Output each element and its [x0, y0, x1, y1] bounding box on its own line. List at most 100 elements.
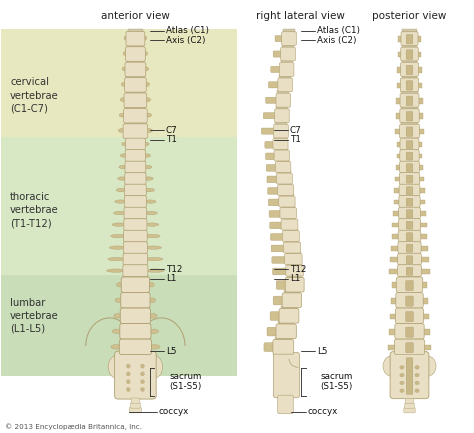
Bar [401, 171, 418, 173]
Bar [279, 183, 292, 185]
Bar [128, 44, 144, 47]
FancyBboxPatch shape [406, 198, 413, 206]
Ellipse shape [144, 142, 149, 145]
Bar [126, 229, 146, 231]
FancyBboxPatch shape [268, 199, 281, 206]
Bar [277, 160, 290, 162]
Ellipse shape [115, 200, 126, 203]
Ellipse shape [400, 373, 404, 377]
Bar [125, 121, 146, 124]
Bar [274, 137, 287, 139]
FancyBboxPatch shape [124, 230, 147, 242]
Bar [397, 337, 422, 340]
FancyBboxPatch shape [261, 128, 276, 134]
FancyBboxPatch shape [401, 47, 418, 61]
FancyBboxPatch shape [398, 242, 421, 253]
Bar [418, 113, 423, 119]
FancyBboxPatch shape [398, 219, 420, 230]
Bar [281, 60, 292, 62]
FancyBboxPatch shape [125, 161, 146, 173]
Ellipse shape [121, 82, 127, 86]
Bar [401, 160, 418, 162]
Bar [395, 129, 401, 134]
Bar [417, 142, 422, 147]
FancyBboxPatch shape [406, 312, 413, 322]
Ellipse shape [144, 154, 150, 157]
FancyBboxPatch shape [406, 127, 413, 136]
Bar [401, 106, 418, 109]
Bar [127, 171, 144, 173]
Ellipse shape [115, 298, 123, 303]
Bar [417, 52, 421, 57]
FancyBboxPatch shape [406, 244, 413, 252]
Bar [397, 321, 422, 324]
Ellipse shape [113, 211, 126, 215]
Bar [126, 206, 145, 208]
Ellipse shape [116, 188, 127, 192]
FancyBboxPatch shape [280, 208, 296, 219]
Text: coccyx: coccyx [308, 407, 337, 416]
Ellipse shape [141, 380, 145, 384]
Bar [0, 137, 237, 275]
Bar [127, 183, 145, 185]
FancyBboxPatch shape [271, 233, 285, 240]
Bar [419, 211, 426, 216]
Ellipse shape [419, 356, 436, 376]
FancyBboxPatch shape [406, 34, 413, 44]
FancyBboxPatch shape [271, 66, 282, 72]
Bar [400, 229, 419, 231]
Ellipse shape [145, 82, 150, 86]
Bar [278, 171, 291, 173]
Bar [390, 269, 399, 274]
FancyBboxPatch shape [406, 175, 413, 183]
Bar [393, 211, 401, 216]
Bar [419, 223, 427, 227]
Bar [419, 269, 429, 274]
Bar [417, 67, 422, 73]
FancyBboxPatch shape [286, 265, 303, 276]
Bar [397, 83, 401, 88]
Bar [127, 148, 144, 150]
Bar [283, 217, 296, 219]
Ellipse shape [144, 52, 148, 55]
Bar [401, 183, 418, 185]
Ellipse shape [146, 258, 163, 261]
Bar [399, 275, 420, 278]
Bar [399, 263, 419, 265]
Bar [418, 129, 424, 134]
FancyBboxPatch shape [274, 109, 289, 123]
FancyBboxPatch shape [266, 165, 278, 171]
Bar [277, 90, 289, 93]
Text: T12: T12 [290, 265, 306, 274]
FancyBboxPatch shape [265, 153, 276, 160]
FancyBboxPatch shape [123, 265, 148, 277]
Text: cervical
vertebrae
(C1-C7): cervical vertebrae (C1-C7) [10, 78, 59, 114]
Ellipse shape [145, 188, 155, 192]
FancyBboxPatch shape [400, 109, 419, 123]
FancyBboxPatch shape [406, 111, 413, 121]
FancyBboxPatch shape [124, 219, 147, 230]
Ellipse shape [108, 258, 125, 261]
Text: L5: L5 [165, 347, 176, 355]
FancyBboxPatch shape [406, 141, 413, 149]
FancyBboxPatch shape [275, 162, 291, 172]
FancyBboxPatch shape [265, 97, 278, 103]
Ellipse shape [144, 177, 153, 180]
FancyBboxPatch shape [276, 94, 291, 107]
FancyBboxPatch shape [399, 207, 420, 219]
Ellipse shape [112, 223, 126, 226]
Bar [418, 200, 425, 204]
FancyBboxPatch shape [126, 138, 146, 150]
Text: sacrum
(S1-S5): sacrum (S1-S5) [320, 372, 353, 391]
FancyBboxPatch shape [406, 81, 413, 90]
FancyBboxPatch shape [400, 124, 419, 138]
FancyBboxPatch shape [398, 230, 421, 242]
Bar [398, 306, 421, 309]
Bar [422, 329, 430, 335]
FancyBboxPatch shape [125, 62, 146, 77]
FancyBboxPatch shape [398, 265, 421, 277]
FancyBboxPatch shape [276, 173, 292, 184]
Bar [280, 194, 294, 196]
FancyBboxPatch shape [124, 196, 146, 207]
FancyBboxPatch shape [404, 407, 415, 413]
